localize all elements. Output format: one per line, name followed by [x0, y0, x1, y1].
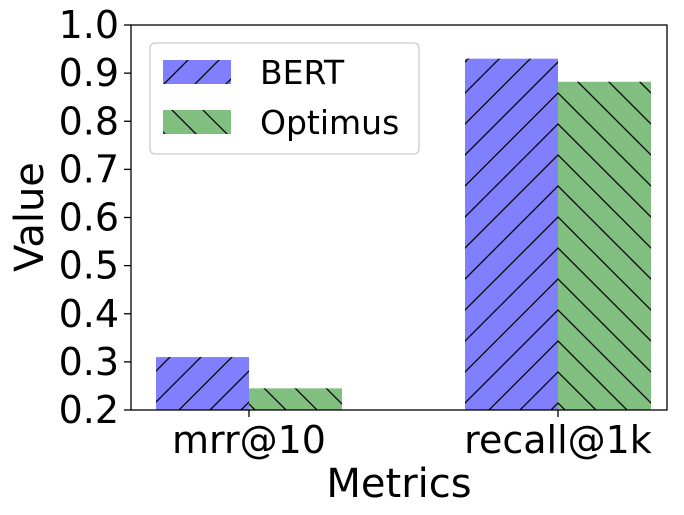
y-tick-label: 0.8	[59, 99, 119, 143]
x-axis-label: Metrics	[326, 461, 471, 507]
bar-hatch	[156, 357, 249, 410]
plot-frame	[130, 24, 668, 411]
legend-item-optimus: Optimus	[163, 103, 399, 142]
x-tick-label: recall@1k	[464, 418, 652, 462]
y-tick-label: 0.2	[59, 388, 119, 432]
legend-swatch-hatch	[163, 110, 231, 134]
legend-swatch-hatch	[163, 60, 231, 84]
legend: BERT Optimus	[149, 42, 420, 155]
bar-optimus-mrr-10	[249, 388, 342, 410]
legend-label: Optimus	[260, 103, 399, 142]
legend-item-bert: BERT	[163, 53, 345, 92]
y-axis-label: Value	[7, 162, 53, 272]
y-tick-label: 0.5	[59, 244, 119, 288]
y-tick-label: 1.0	[59, 3, 119, 47]
bar-hatch	[465, 58, 558, 410]
y-tick-label: 0.3	[59, 340, 119, 384]
y-tick-label: 0.9	[59, 51, 119, 95]
bar-optimus-recall-1k	[558, 81, 651, 410]
bar-hatch	[249, 388, 342, 410]
y-tick-label: 0.4	[59, 292, 119, 336]
y-tick-label: 0.6	[59, 196, 119, 240]
legend-label: BERT	[260, 53, 345, 92]
x-tick-label: mrr@10	[172, 418, 326, 462]
x-axis-ticks: mrr@10 recall@1k	[172, 410, 652, 462]
bar-bert-recall-1k	[465, 58, 558, 410]
bar-hatch	[558, 81, 651, 410]
y-tick-label: 0.7	[59, 147, 119, 191]
y-axis-ticks: 0.20.30.40.50.6 0.70.80.91.0	[59, 3, 131, 432]
bar-bert-mrr-10	[156, 357, 249, 410]
bars	[156, 58, 651, 410]
